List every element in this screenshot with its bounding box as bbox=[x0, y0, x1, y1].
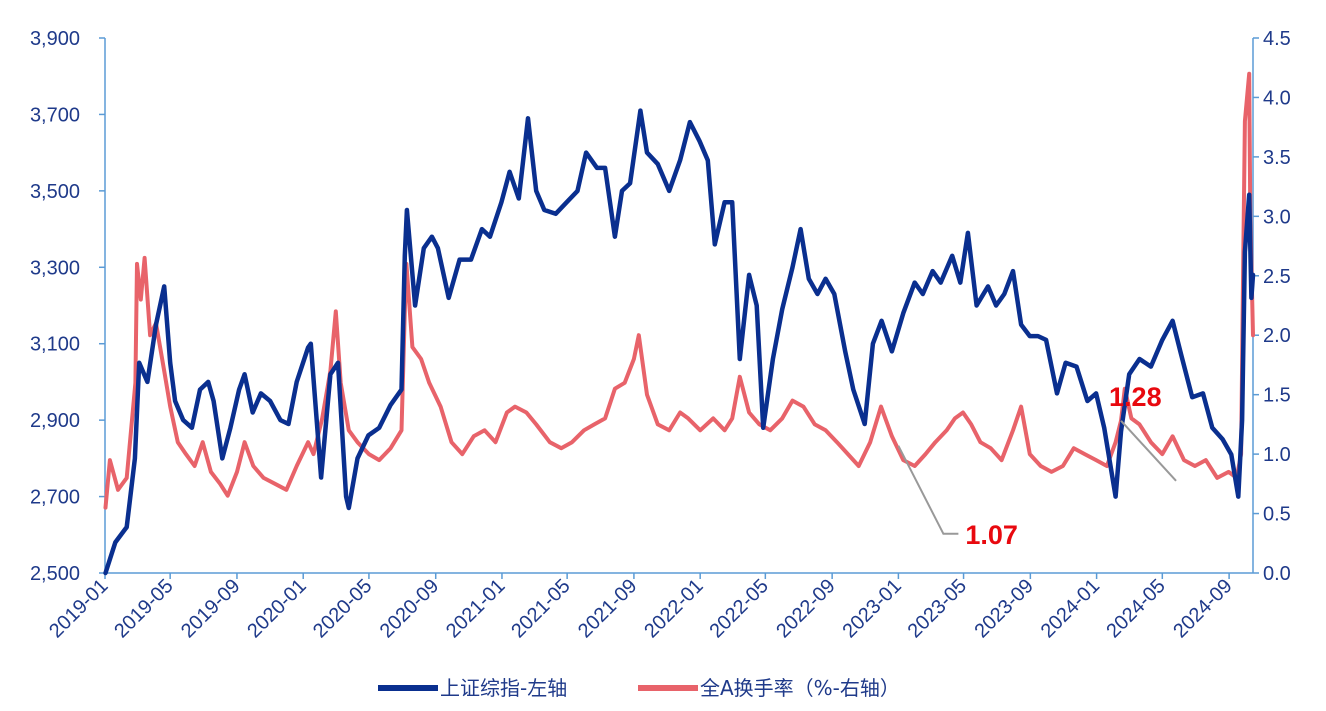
x-tick-label: 2021-09 bbox=[574, 575, 641, 642]
x-tick-label: 2019-01 bbox=[45, 575, 112, 642]
x-tick-label: 2024-09 bbox=[1169, 575, 1236, 642]
x-tick-label: 2023-01 bbox=[838, 575, 905, 642]
legend-label: 全A换手率（%-右轴） bbox=[700, 676, 900, 700]
legend-label: 上证综指-左轴 bbox=[440, 676, 567, 700]
axes: 2,500 2,700 2,900 3,100 3,300 3,500 3,700 3,900… bbox=[30, 28, 1291, 642]
x-tick-label: 2020-05 bbox=[309, 575, 376, 642]
series-layer bbox=[103, 71, 1256, 576]
x-tick-label: 2019-05 bbox=[110, 575, 177, 642]
legend: 上证综指-左轴 全A换手率（%-右轴） bbox=[378, 676, 900, 700]
annotation-leader-line bbox=[1120, 420, 1177, 482]
y-left-tick-label: 3,900 bbox=[30, 28, 80, 50]
series-line-turnover-rate bbox=[103, 71, 1255, 510]
x-tick-label: 2020-09 bbox=[376, 575, 443, 642]
annotation-layer: 1.07 1.28 bbox=[897, 382, 1177, 550]
y-right-tick-label: 2.5 bbox=[1263, 266, 1291, 288]
x-tick-label: 2023-09 bbox=[970, 575, 1037, 642]
x-tick-label: 2021-05 bbox=[507, 575, 574, 642]
x-tick-label: 2024-05 bbox=[1102, 575, 1169, 642]
y-left-tick-label: 2,700 bbox=[30, 487, 80, 509]
y-left-tick-label: 2,900 bbox=[30, 410, 80, 432]
x-tick-label: 2020-01 bbox=[243, 575, 310, 642]
y-left-tick-label: 3,100 bbox=[30, 334, 80, 356]
y-right-tick-label: 1.5 bbox=[1263, 385, 1291, 407]
y-right-tick-label: 4.0 bbox=[1263, 87, 1291, 109]
y-right-tick-label: 3.0 bbox=[1263, 206, 1291, 228]
y-right-tick-label: 1.0 bbox=[1263, 444, 1291, 466]
y-left-tick-label: 3,500 bbox=[30, 181, 80, 203]
y-right-tick-label: 0.0 bbox=[1263, 563, 1291, 585]
y-right-tick-label: 0.5 bbox=[1263, 504, 1291, 526]
x-tick-label: 2023-05 bbox=[904, 575, 971, 642]
x-tick-label: 2021-01 bbox=[442, 575, 509, 642]
x-tick-label: 2022-01 bbox=[640, 575, 707, 642]
y-left-tick-label: 3,300 bbox=[30, 257, 80, 279]
x-tick-label: 2022-05 bbox=[705, 575, 772, 642]
y-left-tick-label: 2,500 bbox=[30, 563, 80, 585]
annotation-leader-line bbox=[897, 445, 959, 535]
x-tick-label: 2019-09 bbox=[177, 575, 244, 642]
x-tick-label: 2024-01 bbox=[1037, 575, 1104, 642]
y-left-tick-label: 3,700 bbox=[30, 104, 80, 126]
annotation-label: 1.28 bbox=[1109, 382, 1162, 412]
annotation-label: 1.07 bbox=[965, 520, 1018, 550]
y-right-tick-label: 2.0 bbox=[1263, 325, 1291, 347]
x-tick-label: 2022-09 bbox=[772, 575, 839, 642]
series-line-shanghai-index bbox=[103, 108, 1256, 576]
y-right-tick-label: 3.5 bbox=[1263, 147, 1291, 169]
y-right-tick-label: 4.5 bbox=[1263, 28, 1291, 50]
